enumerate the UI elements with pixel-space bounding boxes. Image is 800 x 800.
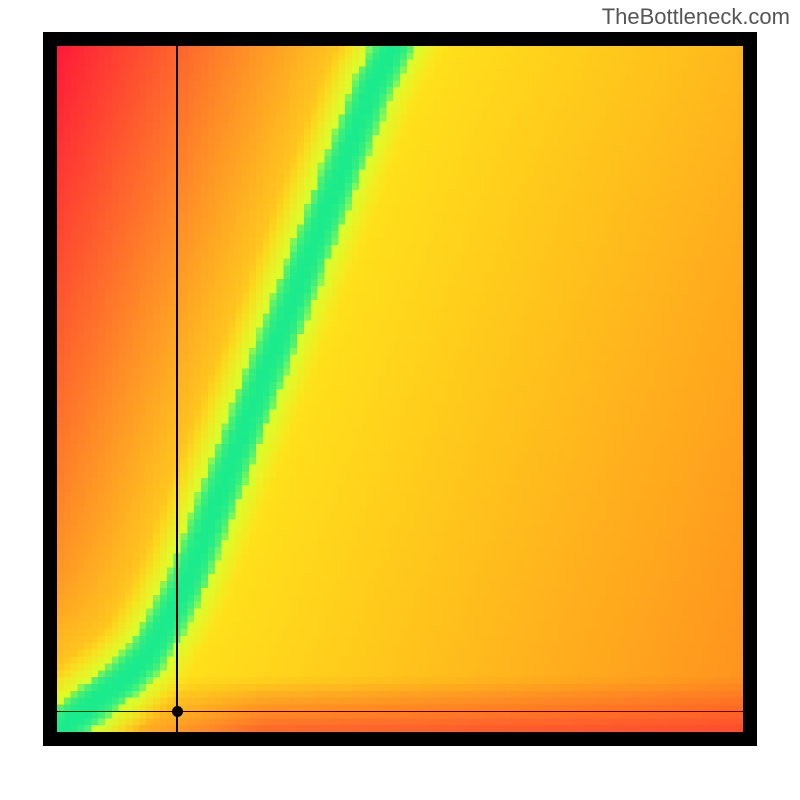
bottleneck-heatmap [57, 46, 743, 732]
crosshair-horizontal [57, 711, 743, 712]
crosshair-vertical [176, 46, 177, 732]
attribution-text: TheBottleneck.com [602, 4, 790, 30]
crosshair-marker [172, 706, 183, 717]
chart-container: TheBottleneck.com [0, 0, 800, 800]
